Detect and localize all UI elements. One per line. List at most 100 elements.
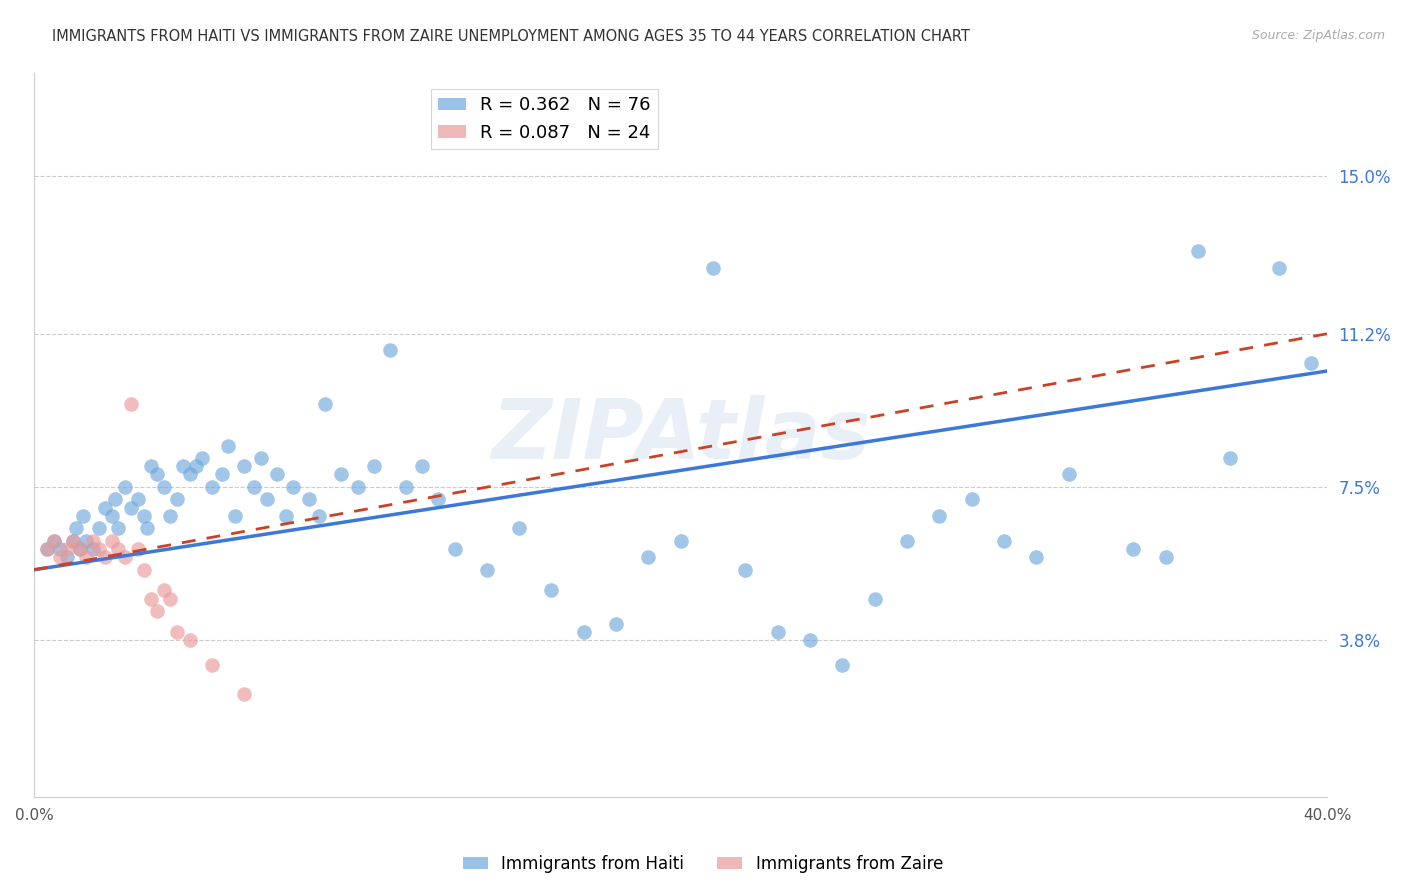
Point bbox=[896, 533, 918, 548]
Point bbox=[152, 480, 174, 494]
Point bbox=[276, 508, 298, 523]
Point bbox=[72, 508, 94, 523]
Point bbox=[1122, 541, 1144, 556]
Legend: Immigrants from Haiti, Immigrants from Zaire: Immigrants from Haiti, Immigrants from Z… bbox=[456, 848, 950, 880]
Point bbox=[1187, 244, 1209, 258]
Point bbox=[49, 541, 72, 556]
Point bbox=[191, 450, 214, 465]
Point bbox=[62, 533, 84, 548]
Point bbox=[1219, 450, 1241, 465]
Point bbox=[120, 500, 142, 515]
Point bbox=[605, 616, 627, 631]
Point bbox=[107, 541, 129, 556]
Point bbox=[960, 492, 983, 507]
Point bbox=[87, 521, 110, 535]
Point bbox=[139, 459, 162, 474]
Point bbox=[82, 541, 104, 556]
Point bbox=[146, 604, 169, 618]
Point bbox=[94, 550, 117, 565]
Point bbox=[127, 541, 149, 556]
Point bbox=[363, 459, 385, 474]
Point bbox=[42, 533, 65, 548]
Point bbox=[139, 591, 162, 606]
Point bbox=[266, 467, 288, 482]
Point bbox=[166, 492, 188, 507]
Point bbox=[87, 541, 110, 556]
Point bbox=[37, 541, 59, 556]
Point bbox=[159, 508, 181, 523]
Point bbox=[330, 467, 353, 482]
Point bbox=[243, 480, 266, 494]
Point bbox=[702, 260, 724, 275]
Point bbox=[69, 541, 91, 556]
Point bbox=[179, 633, 201, 648]
Point bbox=[1299, 356, 1322, 370]
Point bbox=[233, 687, 256, 701]
Point bbox=[127, 492, 149, 507]
Point bbox=[184, 459, 207, 474]
Point bbox=[114, 480, 136, 494]
Point bbox=[211, 467, 233, 482]
Point bbox=[49, 550, 72, 565]
Point bbox=[863, 591, 886, 606]
Point bbox=[1025, 550, 1047, 565]
Text: ZIPAtlas: ZIPAtlas bbox=[491, 394, 870, 475]
Point bbox=[799, 633, 821, 648]
Point bbox=[94, 500, 117, 515]
Point bbox=[249, 450, 271, 465]
Point bbox=[120, 397, 142, 411]
Point bbox=[201, 657, 224, 672]
Point bbox=[75, 533, 97, 548]
Point bbox=[395, 480, 418, 494]
Point bbox=[540, 583, 562, 598]
Point bbox=[928, 508, 950, 523]
Point bbox=[179, 467, 201, 482]
Point bbox=[172, 459, 194, 474]
Point bbox=[69, 541, 91, 556]
Point bbox=[427, 492, 450, 507]
Point bbox=[831, 657, 853, 672]
Legend: R = 0.362   N = 76, R = 0.087   N = 24: R = 0.362 N = 76, R = 0.087 N = 24 bbox=[432, 89, 658, 149]
Point bbox=[637, 550, 659, 565]
Point bbox=[42, 533, 65, 548]
Text: Source: ZipAtlas.com: Source: ZipAtlas.com bbox=[1251, 29, 1385, 43]
Point bbox=[62, 533, 84, 548]
Point bbox=[766, 624, 789, 639]
Point bbox=[734, 563, 756, 577]
Point bbox=[217, 438, 239, 452]
Point bbox=[114, 550, 136, 565]
Point bbox=[669, 533, 692, 548]
Point bbox=[411, 459, 433, 474]
Point bbox=[443, 541, 465, 556]
Point bbox=[37, 541, 59, 556]
Point bbox=[152, 583, 174, 598]
Point bbox=[281, 480, 304, 494]
Point bbox=[101, 508, 124, 523]
Point bbox=[298, 492, 321, 507]
Point bbox=[308, 508, 330, 523]
Point bbox=[378, 343, 401, 358]
Point bbox=[256, 492, 278, 507]
Point bbox=[101, 533, 124, 548]
Point bbox=[314, 397, 336, 411]
Point bbox=[75, 550, 97, 565]
Point bbox=[104, 492, 127, 507]
Point bbox=[346, 480, 368, 494]
Point bbox=[166, 624, 188, 639]
Point bbox=[233, 459, 256, 474]
Point bbox=[1154, 550, 1177, 565]
Point bbox=[82, 533, 104, 548]
Point bbox=[1267, 260, 1289, 275]
Point bbox=[224, 508, 246, 523]
Text: IMMIGRANTS FROM HAITI VS IMMIGRANTS FROM ZAIRE UNEMPLOYMENT AMONG AGES 35 TO 44 : IMMIGRANTS FROM HAITI VS IMMIGRANTS FROM… bbox=[52, 29, 970, 45]
Point bbox=[475, 563, 498, 577]
Point bbox=[572, 624, 595, 639]
Point bbox=[993, 533, 1015, 548]
Point bbox=[55, 550, 77, 565]
Point bbox=[65, 521, 87, 535]
Point bbox=[146, 467, 169, 482]
Point bbox=[55, 541, 77, 556]
Point bbox=[1057, 467, 1080, 482]
Point bbox=[107, 521, 129, 535]
Point bbox=[134, 508, 156, 523]
